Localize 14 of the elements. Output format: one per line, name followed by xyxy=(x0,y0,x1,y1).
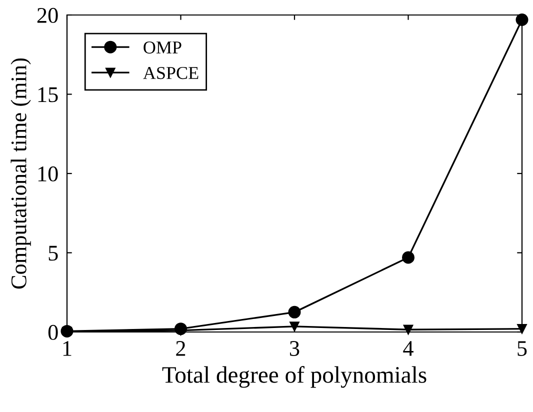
y-tick-label: 0 xyxy=(48,324,58,340)
y-tick-label: 15 xyxy=(38,87,58,102)
x-tick-label: 4 xyxy=(403,341,414,356)
x-tick-label: 3 xyxy=(290,341,300,356)
y-tick-label: 10 xyxy=(38,166,58,182)
x-tick-label: 1 xyxy=(63,341,72,356)
y-tick-label: 20 xyxy=(37,8,58,23)
y-axis-title: Computational time (min) xyxy=(10,58,31,289)
x-axis-title: Total degree of polynomials xyxy=(162,366,426,388)
x-tick-label: 5 xyxy=(518,341,527,356)
legend-label: ASPCE xyxy=(143,66,198,80)
x-tick-label: 2 xyxy=(176,341,186,356)
y-tick-label: 5 xyxy=(48,246,58,261)
legend-label: OMP xyxy=(144,41,182,54)
